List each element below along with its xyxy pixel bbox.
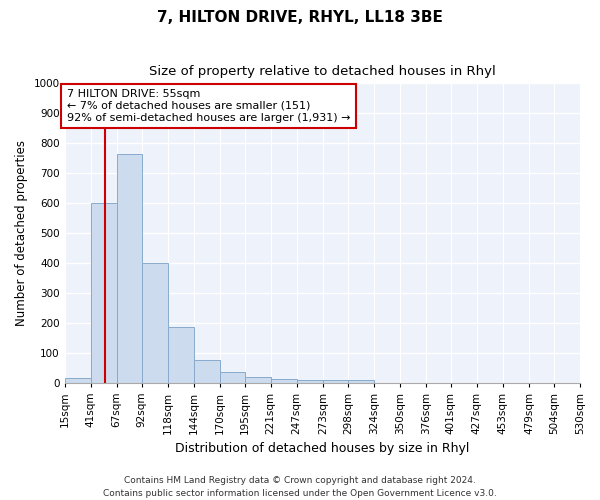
X-axis label: Distribution of detached houses by size in Rhyl: Distribution of detached houses by size … bbox=[175, 442, 469, 455]
Bar bbox=[220, 372, 245, 382]
Bar bbox=[116, 154, 142, 382]
Bar bbox=[194, 360, 220, 382]
Text: 7 HILTON DRIVE: 55sqm
← 7% of detached houses are smaller (151)
92% of semi-deta: 7 HILTON DRIVE: 55sqm ← 7% of detached h… bbox=[67, 90, 350, 122]
Bar bbox=[245, 377, 271, 382]
Bar bbox=[65, 378, 91, 382]
Title: Size of property relative to detached houses in Rhyl: Size of property relative to detached ho… bbox=[149, 65, 496, 78]
Bar bbox=[91, 203, 116, 382]
Bar bbox=[271, 379, 297, 382]
Text: Contains HM Land Registry data © Crown copyright and database right 2024.
Contai: Contains HM Land Registry data © Crown c… bbox=[103, 476, 497, 498]
Y-axis label: Number of detached properties: Number of detached properties bbox=[15, 140, 28, 326]
Bar bbox=[297, 380, 323, 382]
Bar bbox=[348, 380, 374, 382]
Bar bbox=[142, 263, 167, 382]
Bar bbox=[167, 327, 194, 382]
Bar bbox=[323, 380, 348, 382]
Text: 7, HILTON DRIVE, RHYL, LL18 3BE: 7, HILTON DRIVE, RHYL, LL18 3BE bbox=[157, 10, 443, 25]
